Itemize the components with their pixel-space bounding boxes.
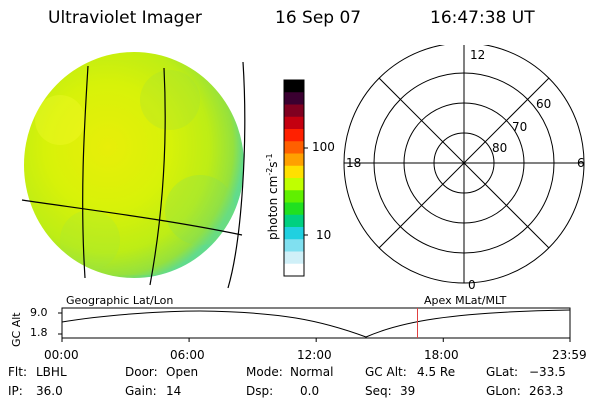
apex-caption: Apex MLat/MLT	[424, 294, 507, 307]
glat-key: GLat:	[486, 365, 519, 379]
gain-key: Gain:	[125, 384, 157, 398]
instrument-title: Ultraviolet Imager	[48, 8, 202, 28]
colorbar-cell	[284, 178, 304, 191]
mlt-label-0: 0	[468, 278, 476, 292]
altitude-curve	[61, 309, 571, 338]
ip-key: IP:	[8, 384, 23, 398]
door-value: Open	[166, 365, 199, 379]
mlt-label-12: 12	[470, 48, 486, 62]
colorbar-cell	[284, 227, 304, 240]
colorbar-cell	[284, 202, 304, 216]
colorbar-cell	[284, 141, 304, 154]
mlt-label-18: 18	[346, 156, 362, 170]
colorbar-cell	[284, 263, 304, 277]
dsp-key: Dsp:	[246, 384, 274, 398]
lat-label-70: 70	[512, 120, 528, 134]
mode-value: Normal	[290, 365, 334, 379]
colorbar-scale	[284, 80, 304, 277]
door-key: Door:	[125, 365, 158, 379]
orbit-time-ticks	[61, 338, 571, 342]
time-label: 16:47:38 UT	[430, 8, 535, 28]
orbit-y-bottom: 1.8	[30, 326, 48, 339]
colorbar-unit-label: photon cm-2s-1	[265, 153, 280, 240]
filter-value: LBHL	[36, 365, 67, 379]
orbit-time-1: 06:00	[170, 348, 205, 362]
seq-value: 39	[400, 384, 416, 398]
date-label: 16 Sep 07	[275, 8, 362, 28]
gc-alt-value: 4.5 Re	[417, 365, 456, 379]
glon-value: 263.3	[529, 384, 564, 398]
orbit-time-3: 18:00	[424, 348, 459, 362]
dsp-value: 0.0	[300, 384, 320, 398]
colorbar-tick-10: 10	[316, 228, 332, 242]
orbit-plot	[58, 307, 571, 342]
seq-key: Seq:	[365, 384, 392, 398]
orbit-time-0: 00:00	[44, 348, 79, 362]
auroral-image	[21, 52, 246, 289]
colorbar-cell	[284, 251, 304, 265]
orbit-y-top: 9.0	[30, 306, 48, 319]
colorbar-cell	[284, 104, 304, 118]
geographic-grid	[21, 61, 246, 289]
colorbar-cell	[284, 190, 304, 203]
gc-alt-key: GC Alt:	[365, 365, 407, 379]
polar-grid	[343, 45, 585, 284]
orbit-time-4: 23:59	[552, 348, 587, 362]
orbit-time-2: 12:00	[297, 348, 332, 362]
colorbar-cell	[284, 116, 304, 130]
colorbar-cell	[284, 153, 304, 167]
colorbar-cell	[284, 239, 304, 252]
ip-value: 36.0	[36, 384, 63, 398]
lat-label-80: 80	[492, 141, 508, 155]
lat-label-60: 60	[536, 97, 552, 111]
gain-value: 14	[166, 384, 182, 398]
colorbar-cell	[284, 214, 304, 228]
colorbar-tick-100: 100	[312, 140, 335, 154]
mode-key: Mode:	[246, 365, 283, 379]
geographic-caption: Geographic Lat/Lon	[66, 294, 174, 307]
colorbar	[283, 79, 308, 277]
filter-key: Flt:	[8, 365, 27, 379]
colorbar-cell	[284, 165, 304, 179]
glon-key: GLon:	[486, 384, 521, 398]
glat-value: −33.5	[529, 365, 566, 379]
colorbar-cell	[284, 80, 304, 93]
mlt-label-6: 6	[577, 156, 585, 170]
colorbar-cell	[284, 129, 304, 142]
colorbar-cell	[284, 92, 304, 105]
earth-disc	[24, 52, 244, 278]
disc-texture	[24, 60, 244, 275]
